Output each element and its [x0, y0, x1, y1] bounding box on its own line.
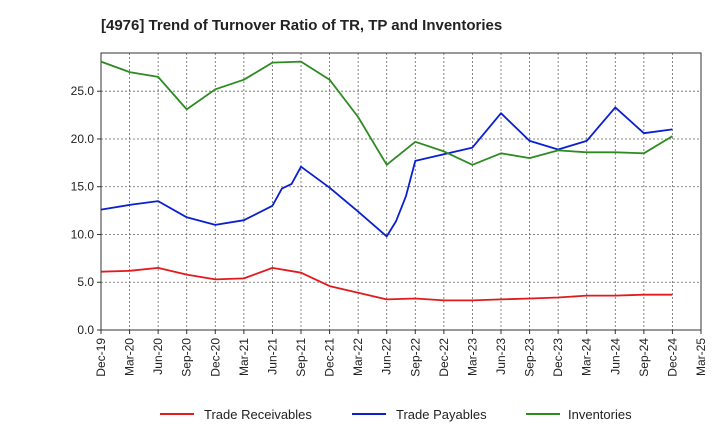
x-tick-label: Sep-24 — [637, 338, 651, 377]
x-tick-label: Mar-24 — [580, 338, 594, 376]
grid — [100, 53, 702, 331]
y-tick-label: 15.0 — [71, 180, 95, 194]
x-tick-label: Mar-22 — [351, 338, 365, 376]
plot-frame — [100, 52, 702, 331]
x-tick-label: Jun-23 — [494, 338, 508, 375]
x-tick-label: Jun-21 — [265, 338, 279, 375]
x-tick-label: Mar-23 — [465, 338, 479, 376]
x-tick-label: Mar-21 — [237, 338, 251, 376]
x-tick-label: Mar-20 — [123, 338, 137, 376]
x-tick-label: Sep-23 — [523, 338, 537, 377]
x-tick-label: Dec-19 — [94, 338, 108, 377]
legend-label: Trade Receivables — [204, 407, 312, 422]
legend-label: Inventories — [568, 407, 632, 422]
legend-label: Trade Payables — [396, 407, 487, 422]
x-tick-label: Dec-24 — [665, 338, 679, 377]
y-tick-label: 20.0 — [71, 132, 95, 146]
x-tick-label: Sep-20 — [180, 338, 194, 377]
x-tick-label: Dec-23 — [551, 338, 565, 377]
series-line-trade-receivables — [100, 267, 673, 302]
x-tick-label: Jun-24 — [608, 338, 622, 375]
x-tick-label: Jun-20 — [151, 338, 165, 375]
y-tick-label: 10.0 — [71, 227, 95, 241]
x-tick-label: Jun-22 — [380, 338, 394, 375]
axes: 0.0 5.0 10.0 15.0 20.0 25.0 Dec-19 Mar-20 Jun-20… — [71, 52, 708, 377]
y-tick-label: 0.0 — [77, 323, 94, 337]
legend: Trade Receivables Trade Payables Inventori… — [160, 407, 632, 422]
x-tick-label: Dec-21 — [323, 338, 337, 377]
x-tick-label: Mar-25 — [694, 338, 708, 376]
x-tick-label: Dec-22 — [437, 338, 451, 377]
chart-title: [4976] Trend of Turnover Ratio of TR, TP… — [101, 17, 502, 34]
series-group — [100, 60, 673, 302]
y-tick-label: 25.0 — [71, 84, 95, 98]
x-tick-label: Sep-22 — [408, 338, 422, 377]
x-tick-label: Dec-20 — [208, 338, 222, 377]
series-line-inventories — [100, 60, 673, 166]
x-tick-label: Sep-21 — [294, 338, 308, 377]
y-tick-label: 5.0 — [77, 275, 94, 289]
